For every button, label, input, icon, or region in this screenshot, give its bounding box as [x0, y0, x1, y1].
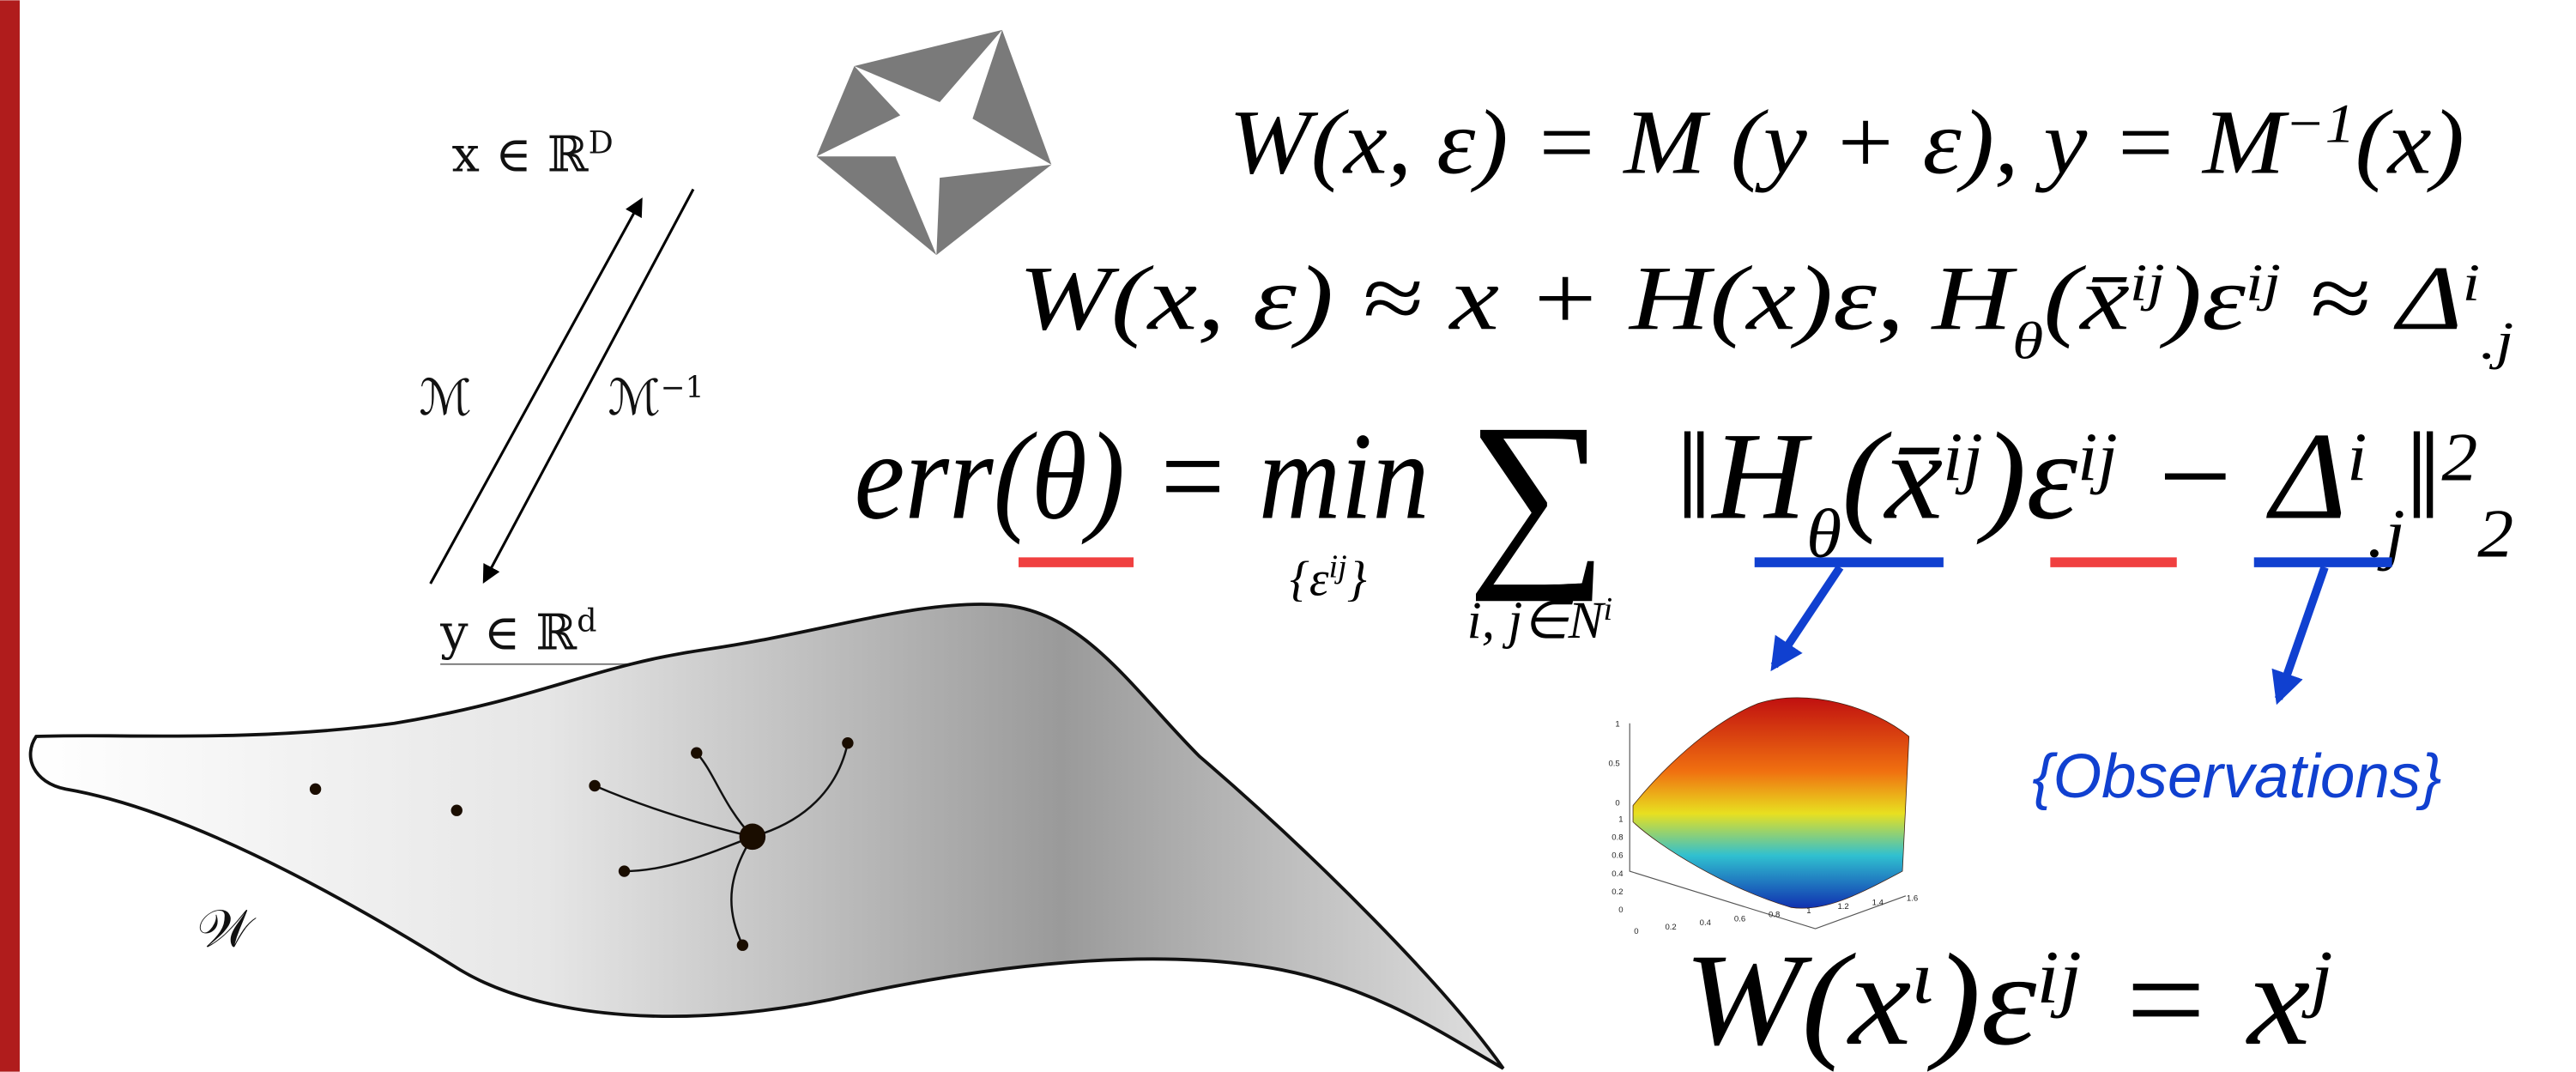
tick-label: 0.8 [1612, 833, 1623, 843]
equation-subscript: {εij} [1290, 548, 1367, 606]
tick-label: 0 [1615, 798, 1619, 808]
tick-label: 0.6 [1734, 914, 1745, 924]
tick-label: 0.2 [1612, 887, 1623, 897]
tick-label: 0 [1634, 927, 1638, 936]
observations-label: {Observations} [2032, 742, 2441, 811]
tick-label: 0.5 [1608, 760, 1619, 769]
ambient-label: x ∈ ℝD [451, 124, 613, 184]
tick-label: 0.8 [1769, 911, 1780, 920]
inverse-map-label: ℳ−1 [608, 369, 704, 427]
manifold [31, 604, 1503, 1069]
equation: err(θ) = min [855, 407, 1430, 545]
side-bar [0, 0, 20, 1071]
tick-label: 0.2 [1665, 923, 1676, 932]
surface-plot: 1 0.5 0 1 0.8 0.6 0.4 0.2 0 0 0.2 0.4 0.6 0.8 1 1.2 1.4 1… [1608, 698, 1918, 936]
tick-label: 0 [1618, 905, 1623, 915]
sum-sign: ∑ [1467, 383, 1608, 602]
slide: x ∈ ℝD ℳ ℳ−1 y ∈ ℝd 𝒲 W(x, ε) = M (y + ε… [0, 0, 2576, 1072]
latent-label: y ∈ ℝd [439, 602, 596, 662]
tick-label: 0.4 [1612, 869, 1624, 879]
map-label: ℳ [419, 369, 471, 427]
tick-label: 0.4 [1700, 918, 1712, 928]
tick-label: 1 [1806, 906, 1811, 916]
equation: W(x, ε) = M (y + ε), y = M−1(x) [1229, 91, 2464, 193]
tick-label: 1.2 [1837, 902, 1848, 912]
tick-label: 1 [1618, 815, 1623, 825]
arrow [1775, 567, 1841, 666]
tick-label: 1.6 [1907, 894, 1918, 904]
logo [817, 30, 1052, 255]
equation-subscript: i, j∈Ni [1467, 591, 1613, 650]
manifold-label: 𝒲 [197, 899, 257, 960]
tick-label: 1.4 [1872, 898, 1884, 907]
tick-label: 0.6 [1612, 851, 1623, 861]
tick-label: 1 [1615, 720, 1619, 730]
page: { "diagram": { "ambient": ["x ∈ ℝ", "D"]… [0, 0, 2576, 1072]
arrow [2278, 567, 2325, 699]
